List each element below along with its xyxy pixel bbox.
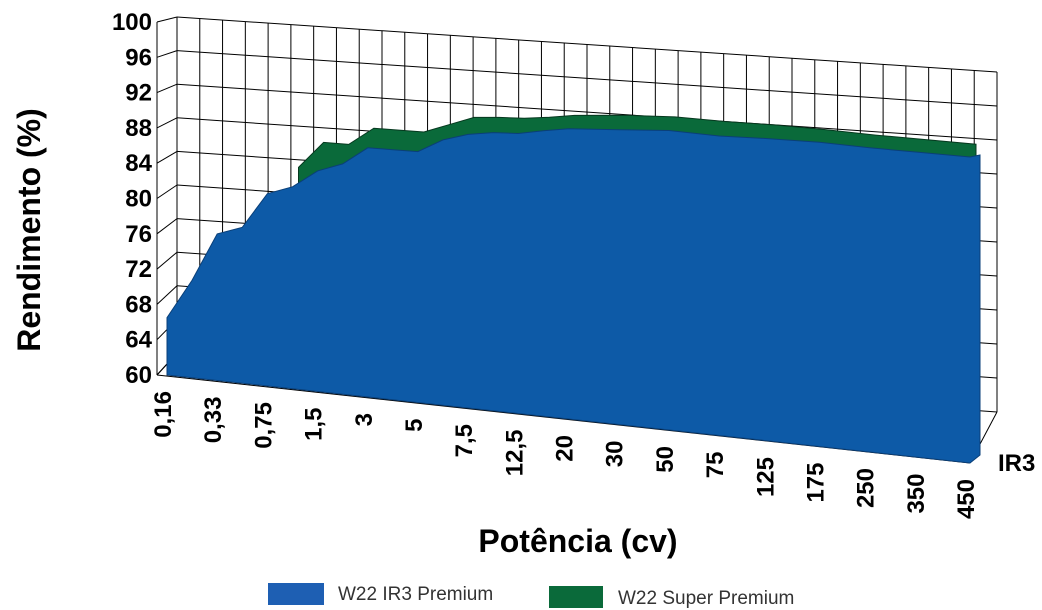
y-tick-label: 84 [125, 150, 152, 177]
x-tick-label: 0,75 [250, 402, 277, 449]
x-tick-label: 125 [752, 457, 779, 497]
x-axis-title: Potência (cv) [478, 523, 677, 559]
x-tick-label: 0,33 [200, 397, 227, 444]
grid-line-side [156, 150, 178, 164]
y-tick-label: 76 [125, 221, 152, 248]
grid-line-horizontal [176, 16, 998, 73]
x-tick-label: 350 [903, 474, 930, 514]
legend-swatch-ir3-premium [268, 583, 324, 605]
x-tick-label: 7,5 [451, 424, 478, 457]
y-axis-title: Rendimento (%) [11, 108, 47, 352]
series-area-ir3-premium [166, 128, 981, 464]
y-tick-label: 80 [125, 186, 152, 213]
y-tick-label: 64 [125, 327, 152, 354]
x-tick-label: 50 [652, 446, 679, 473]
x-tick-label: 450 [953, 479, 980, 519]
y-tick-label: 72 [125, 256, 152, 283]
y-axis-ticks: 60 64 68 72 76 80 84 88 92 96 100 [112, 9, 153, 389]
legend-swatch-super-premium [549, 586, 603, 608]
x-tick-label: 30 [602, 441, 629, 468]
legend: W22 IR3 Premium W22 Super Premium [268, 583, 794, 609]
chart-series-area [166, 114, 981, 464]
y-tick-label: 60 [125, 362, 152, 389]
y-tick-label: 92 [125, 80, 152, 107]
grid-line-side [156, 218, 178, 235]
y-tick-label: 96 [125, 44, 152, 71]
grid-line-horizontal [176, 50, 998, 107]
x-tick-label: 3 [351, 413, 378, 426]
grid-line-side [156, 184, 178, 199]
x-tick-label: 175 [802, 463, 829, 503]
legend-label-ir3-premium: W22 IR3 Premium [338, 584, 493, 605]
x-tick-label: 20 [552, 435, 579, 462]
x-tick-label: 75 [702, 452, 729, 479]
y-tick-label: 88 [125, 115, 152, 142]
grid-line-horizontal [176, 83, 998, 141]
x-tick-label: 5 [401, 419, 428, 432]
grid-line-side [156, 83, 178, 94]
legend-label-super-premium: W22 Super Premium [618, 588, 794, 609]
grid-line-side [156, 117, 178, 129]
y-tick-label: 68 [125, 291, 152, 318]
depth-axis-label: IR3 [998, 450, 1035, 477]
grid-line-side [156, 50, 178, 58]
x-tick-label: 250 [853, 468, 880, 508]
x-tick-label: 0,16 [150, 391, 177, 438]
grid-line-side [156, 16, 178, 23]
grid-line-side [156, 285, 178, 305]
x-tick-label: 12,5 [501, 430, 528, 477]
x-axis-ticks: 0,16 0,33 0,75 1,5 3 5 7,5 12,5 20 30 50 75 125 175 25… [150, 391, 980, 519]
x-tick-label: 1,5 [301, 408, 328, 441]
grid-line-side [156, 251, 178, 270]
y-tick-label: 100 [112, 9, 152, 36]
